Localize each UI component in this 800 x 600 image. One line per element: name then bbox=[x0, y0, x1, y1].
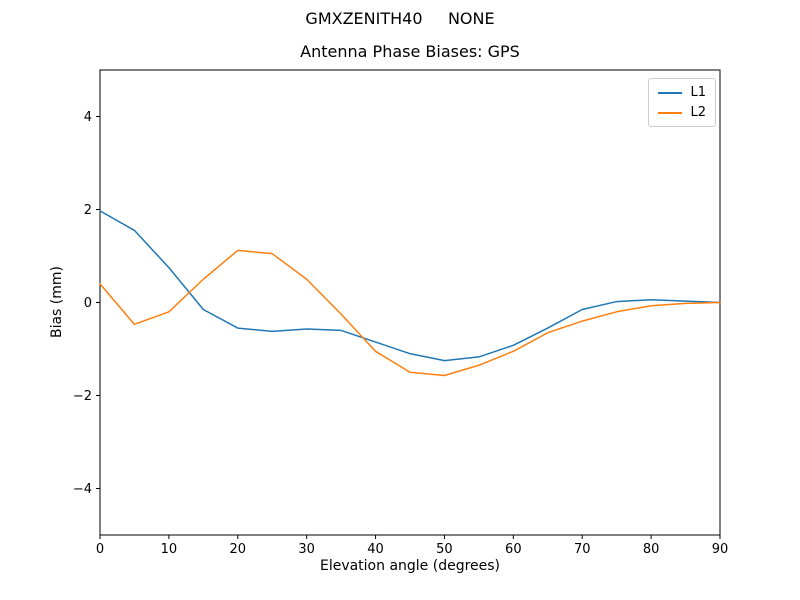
y-tick-label: 4 bbox=[84, 110, 92, 125]
y-tick-label: −4 bbox=[73, 482, 92, 497]
x-axis-label: Elevation angle (degrees) bbox=[319, 558, 501, 574]
series-line-l1 bbox=[99, 210, 721, 362]
axes-frame bbox=[99, 69, 721, 536]
x-tick-label: 70 bbox=[574, 542, 591, 557]
x-tick-label: 10 bbox=[161, 542, 178, 557]
chart-title: Antenna Phase Biases: GPS bbox=[300, 42, 520, 61]
l1-line-swatch bbox=[658, 91, 683, 94]
x-tick-label: 60 bbox=[505, 542, 522, 557]
x-tick-label: 90 bbox=[712, 542, 729, 557]
legend: L1 L2 bbox=[648, 78, 716, 127]
legend-label-l1: L1 bbox=[690, 85, 706, 100]
x-tick-label: 50 bbox=[436, 542, 453, 557]
x-tick-label: 0 bbox=[96, 542, 104, 557]
y-axis-label: Bias (mm) bbox=[49, 265, 65, 339]
y-tick-label: 2 bbox=[84, 203, 92, 218]
x-tick-label: 20 bbox=[230, 542, 247, 557]
x-tick-label: 30 bbox=[298, 542, 315, 557]
series-line-l2 bbox=[99, 249, 721, 377]
x-tick-label: 80 bbox=[643, 542, 660, 557]
legend-label-l2: L2 bbox=[690, 105, 706, 120]
legend-entry-l1: L1 bbox=[658, 86, 706, 99]
figure-suptitle: GMXZENITH40 NONE bbox=[305, 9, 495, 28]
l2-line-swatch bbox=[658, 111, 683, 114]
y-tick-label: −2 bbox=[73, 389, 92, 404]
y-tick-label: 0 bbox=[84, 296, 92, 311]
legend-entry-l2: L2 bbox=[658, 106, 706, 119]
x-tick-label: 40 bbox=[367, 542, 384, 557]
